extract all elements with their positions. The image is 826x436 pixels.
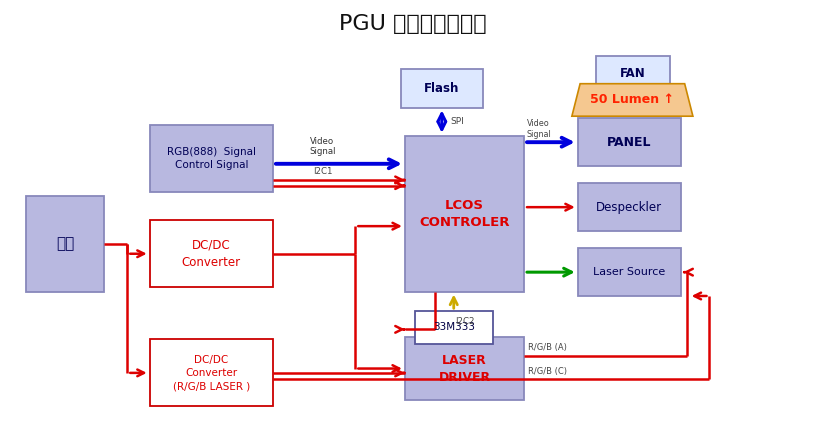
FancyBboxPatch shape: [150, 125, 273, 192]
Text: R/G/B (A): R/G/B (A): [529, 343, 567, 352]
FancyBboxPatch shape: [577, 184, 681, 231]
Text: Despeckler: Despeckler: [596, 201, 662, 214]
FancyBboxPatch shape: [415, 311, 493, 344]
Text: PANEL: PANEL: [607, 136, 652, 149]
Text: I2C1: I2C1: [313, 167, 332, 176]
Text: FAN: FAN: [620, 68, 646, 81]
Text: RGB(888)  Signal
Control Signal: RGB(888) Signal Control Signal: [167, 147, 256, 170]
Text: DC/DC
Converter
(R/G/B LASER ): DC/DC Converter (R/G/B LASER ): [173, 354, 250, 391]
FancyBboxPatch shape: [577, 249, 681, 296]
FancyBboxPatch shape: [405, 337, 525, 400]
FancyBboxPatch shape: [577, 118, 681, 166]
Text: 전원: 전원: [56, 236, 74, 252]
Text: LCOS
CONTROLER: LCOS CONTROLER: [420, 199, 510, 228]
Text: SPI: SPI: [450, 117, 463, 126]
Text: Video
Signal: Video Signal: [309, 136, 335, 156]
FancyBboxPatch shape: [26, 196, 104, 292]
Text: 33M333: 33M333: [433, 322, 475, 332]
Text: DC/DC
Converter: DC/DC Converter: [182, 239, 241, 269]
FancyBboxPatch shape: [596, 55, 670, 92]
Text: I2C2: I2C2: [455, 317, 475, 326]
Text: Laser Source: Laser Source: [593, 267, 665, 277]
Text: PGU 블록다이아그램: PGU 블록다이아그램: [339, 14, 487, 34]
Text: LASER
DRIVER: LASER DRIVER: [439, 354, 491, 384]
FancyBboxPatch shape: [401, 68, 483, 108]
Text: 50 Lumen ↑: 50 Lumen ↑: [591, 93, 674, 106]
Polygon shape: [572, 84, 693, 116]
Text: Flash: Flash: [424, 82, 459, 95]
Text: R/G/B (C): R/G/B (C): [529, 367, 567, 376]
FancyBboxPatch shape: [150, 220, 273, 287]
FancyBboxPatch shape: [405, 136, 525, 292]
Text: Video
Signal: Video Signal: [527, 119, 551, 139]
FancyBboxPatch shape: [150, 339, 273, 406]
